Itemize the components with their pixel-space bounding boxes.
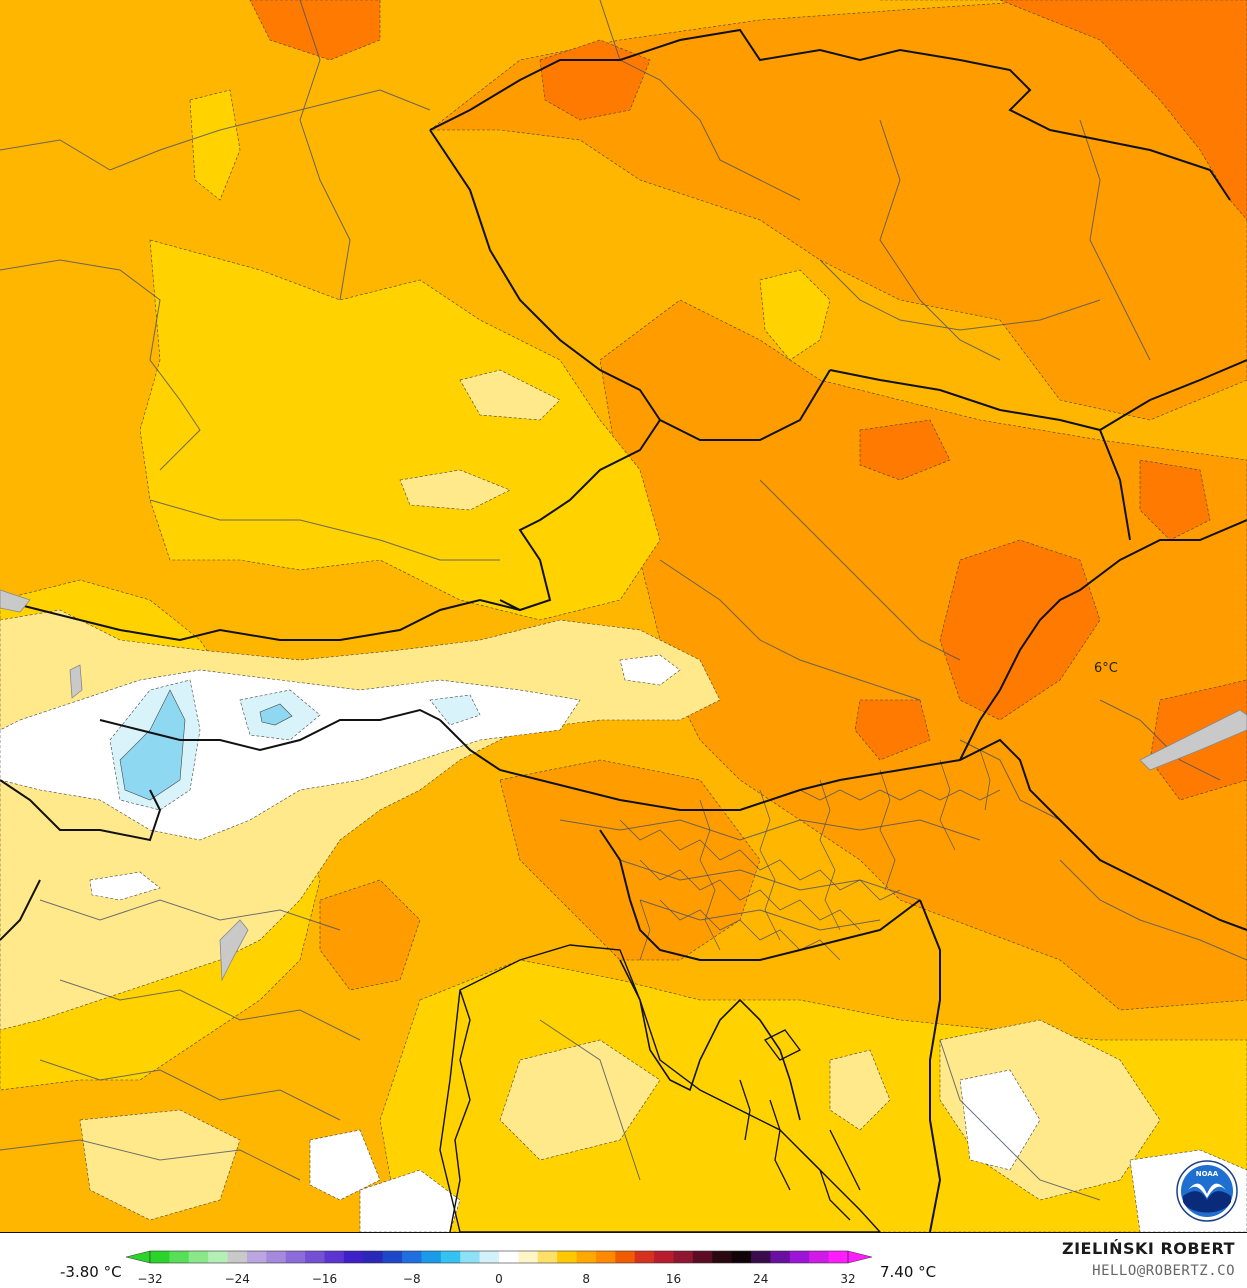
scale-tick-label: 24 — [753, 1272, 768, 1286]
scale-min-arrow — [125, 1250, 151, 1264]
coastline — [439, 944, 881, 1232]
scale-cell — [266, 1251, 287, 1263]
color-scale: −32 −24 −16 −8 0 8 16 24 32 — [125, 1250, 873, 1286]
scale-cell — [809, 1251, 830, 1263]
author-name: ZIELIŃSKI ROBERT — [1061, 1239, 1235, 1258]
scale-cell — [363, 1251, 384, 1263]
scale-tick-label: 32 — [840, 1272, 855, 1286]
scale-tick-label: 8 — [582, 1272, 590, 1286]
scale-cell — [537, 1251, 558, 1263]
scale-tick-label: −8 — [403, 1272, 421, 1286]
scale-cell — [770, 1251, 791, 1263]
istria-coastline — [619, 959, 801, 1121]
scale-cell — [402, 1251, 422, 1263]
legend-footer: -3.80 °C −32 −24 −16 −8 0 8 16 24 32 7.40 °C ZIE… — [0, 1232, 1247, 1288]
scale-cell — [460, 1251, 481, 1263]
noaa-logo: NOAA — [1176, 1160, 1238, 1226]
scale-cell — [343, 1251, 364, 1263]
max-temperature-label: 7.40 °C — [880, 1263, 937, 1281]
scale-cell — [421, 1251, 442, 1263]
adriatic-islands — [739, 1029, 861, 1221]
scale-cell — [479, 1251, 500, 1263]
scale-cell — [673, 1251, 694, 1263]
scale-cell — [499, 1251, 519, 1263]
point-temperature-label: 6°C — [1094, 661, 1118, 676]
scale-cell — [828, 1251, 849, 1263]
scale-cell — [692, 1251, 713, 1263]
national-borders — [0, 28, 1247, 1232]
scale-frame — [149, 1250, 849, 1264]
lakes — [0, 589, 1247, 982]
temperature-map: 6°C — [0, 0, 1247, 1232]
scale-cell — [654, 1251, 674, 1263]
map-canvas — [0, 0, 1247, 1232]
scale-cell — [208, 1251, 229, 1263]
scale-cell — [188, 1251, 209, 1263]
scale-cell — [324, 1251, 345, 1263]
scale-cell — [731, 1251, 752, 1263]
scale-tick-label: −16 — [312, 1272, 337, 1286]
scale-cell — [518, 1251, 539, 1263]
isotherm-warm-zone — [319, 0, 1247, 1011]
scale-cell — [440, 1251, 461, 1263]
scale-cell — [382, 1251, 403, 1263]
scale-tick-label: −32 — [137, 1272, 162, 1286]
municipal-borders — [619, 749, 1001, 961]
isotherm-coldest-zone — [119, 689, 293, 801]
scale-cell — [615, 1251, 636, 1263]
svg-text:NOAA: NOAA — [1196, 1170, 1219, 1178]
scale-cell — [789, 1251, 810, 1263]
scale-cell — [557, 1251, 578, 1263]
italian-coastline — [449, 989, 471, 1232]
scale-cell — [246, 1251, 267, 1263]
scale-tick-label: 0 — [495, 1272, 503, 1286]
scale-cell — [576, 1251, 597, 1263]
scale-cell — [285, 1251, 306, 1263]
scale-max-arrow — [847, 1250, 873, 1264]
scale-cell — [169, 1251, 190, 1263]
regional-borders — [0, 0, 1247, 1201]
scale-cell — [595, 1251, 616, 1263]
scale-cell — [305, 1251, 325, 1263]
scale-cell — [227, 1251, 248, 1263]
scale-tick-label: 16 — [666, 1272, 681, 1286]
scale-cell — [751, 1251, 771, 1263]
author-email[interactable]: HELLO@ROBERTZ.CO — [1092, 1263, 1235, 1279]
noaa-seal-icon: NOAA — [1176, 1160, 1238, 1222]
scale-cell — [634, 1251, 655, 1263]
min-temperature-label: -3.80 °C — [60, 1263, 122, 1281]
scale-tick-label: −24 — [225, 1272, 250, 1286]
scale-cell — [712, 1251, 733, 1263]
scale-cell — [150, 1251, 170, 1263]
